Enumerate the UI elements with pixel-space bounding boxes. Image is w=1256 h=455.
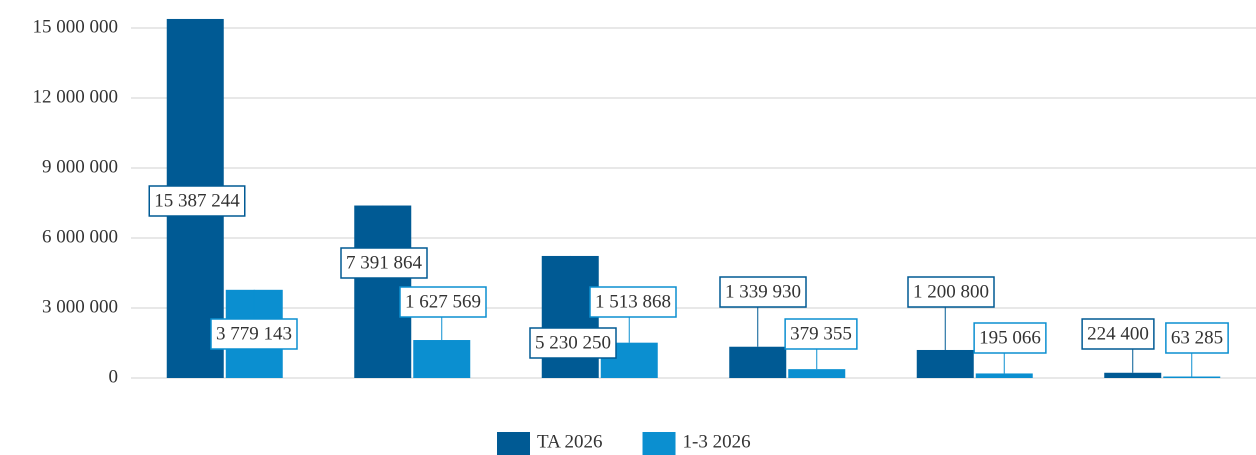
data-label-box	[529, 327, 617, 359]
y-tick-label: 6 000 000	[42, 226, 118, 247]
data-label-box	[907, 276, 995, 308]
data-label-box	[148, 185, 246, 217]
legend-label: 1-3 2026	[683, 431, 751, 452]
bar	[1104, 372, 1162, 378]
data-label-box	[340, 247, 428, 279]
y-tick-label: 15 000 000	[33, 16, 119, 37]
legend-label: TA 2026	[537, 431, 603, 452]
data-label: 1 200 800	[913, 281, 989, 302]
data-label-box	[784, 318, 858, 350]
legend-swatch	[497, 432, 530, 455]
bar	[975, 373, 1033, 378]
data-label: 3 779 143	[216, 323, 292, 344]
data-label-box	[973, 322, 1047, 354]
bar	[1163, 376, 1221, 378]
data-label-box	[589, 286, 677, 318]
data-label: 195 066	[979, 327, 1041, 348]
y-tick-label: 3 000 000	[42, 296, 118, 317]
data-label-box	[399, 286, 487, 318]
data-label-box	[719, 276, 807, 308]
data-label: 1 339 930	[725, 281, 801, 302]
data-label: 1 627 569	[405, 291, 481, 312]
data-label: 1 513 868	[595, 291, 671, 312]
data-label-box	[1081, 318, 1155, 350]
data-label: 7 391 864	[346, 252, 423, 273]
bar	[788, 369, 846, 378]
bar	[729, 346, 787, 378]
data-label: 5 230 250	[535, 332, 611, 353]
legend-swatch	[642, 432, 676, 455]
data-label-box	[1165, 322, 1229, 354]
data-label: 224 400	[1087, 323, 1149, 344]
data-label: 379 355	[790, 323, 852, 344]
y-tick-label: 12 000 000	[33, 86, 119, 107]
y-tick-label: 9 000 000	[42, 156, 118, 177]
data-label-box	[210, 318, 298, 350]
data-label: 15 387 244	[154, 190, 240, 211]
y-tick-label: 0	[109, 366, 119, 387]
data-label: 63 285	[1171, 327, 1223, 348]
bar	[916, 349, 974, 378]
bar	[413, 340, 471, 378]
